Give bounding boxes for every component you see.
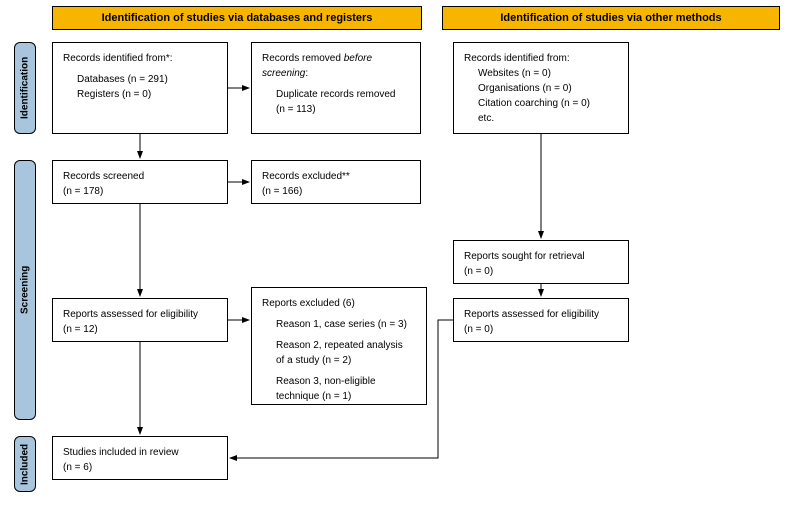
- text-identified-other-line1: Websites (n = 0): [478, 66, 618, 81]
- box-records-excluded: Records excluded** (n = 166): [251, 160, 421, 204]
- text-removed-before-line2: (n = 113): [276, 102, 410, 117]
- sidelabel-screening: Screening: [14, 160, 36, 420]
- text-excluded-line2: (n = 166): [262, 184, 410, 199]
- text-reports-excluded-line3a: Reason 3, non-eligible: [276, 374, 416, 389]
- text-identified-db-line2: Registers (n = 0): [77, 87, 217, 102]
- text-reports-excluded-line3b: technique (n = 1): [276, 389, 416, 404]
- box-records-removed-before: Records removed before screening: Duplic…: [251, 42, 421, 134]
- sidelabel-identification-text: Identification: [20, 57, 31, 119]
- box-reports-sought-other: Reports sought for retrieval (n = 0): [453, 240, 629, 284]
- text-reports-excluded-title: Reports excluded (6): [262, 296, 416, 311]
- sidelabel-included-text: Included: [20, 443, 31, 484]
- header-other-methods: Identification of studies via other meth…: [442, 6, 780, 30]
- text-excluded-line1: Records excluded**: [262, 169, 410, 184]
- text-identified-db-line1: Databases (n = 291): [77, 72, 217, 87]
- text-sought-other-line1: Reports sought for retrieval: [464, 249, 618, 264]
- text-assessed-db-line1: Reports assessed for eligibility: [63, 307, 217, 322]
- text-identified-db-title: Records identified from*:: [63, 51, 217, 66]
- text-included-line1: Studies included in review: [63, 445, 217, 460]
- box-records-identified-other: Records identified from: Websites (n = 0…: [453, 42, 629, 134]
- text-sought-other-line2: (n = 0): [464, 264, 618, 279]
- text-identified-other-line2: Organisations (n = 0): [478, 81, 618, 96]
- text-reports-excluded-line2b: of a study (n = 2): [276, 353, 416, 368]
- text-assessed-other-line1: Reports assessed for eligibility: [464, 307, 618, 322]
- box-reports-assessed-db: Reports assessed for eligibility (n = 12…: [52, 298, 228, 342]
- text-included-line2: (n = 6): [63, 460, 217, 475]
- text-removed-before-t1: Records removed: [262, 53, 344, 64]
- text-removed-before-line1: Duplicate records removed: [276, 87, 410, 102]
- text-identified-other-title: Records identified from:: [464, 51, 618, 66]
- text-removed-before-t2: :: [305, 68, 308, 79]
- text-screened-line1: Records screened: [63, 169, 217, 184]
- text-identified-other-line4: etc.: [478, 111, 618, 126]
- box-records-identified-db: Records identified from*: Databases (n =…: [52, 42, 228, 134]
- box-reports-excluded: Reports excluded (6) Reason 1, case seri…: [251, 287, 427, 405]
- box-records-screened: Records screened (n = 178): [52, 160, 228, 204]
- text-identified-other-line3: Citation coarching (n = 0): [478, 96, 618, 111]
- text-reports-excluded-line2a: Reason 2, repeated analysis: [276, 338, 416, 353]
- sidelabel-included: Included: [14, 436, 36, 492]
- text-assessed-other-line2: (n = 0): [464, 322, 618, 337]
- header-databases-text: Identification of studies via databases …: [102, 12, 373, 24]
- flowchart-canvas: Identification of studies via databases …: [0, 0, 794, 508]
- sidelabel-identification: Identification: [14, 42, 36, 134]
- text-assessed-db-line2: (n = 12): [63, 322, 217, 337]
- box-studies-included: Studies included in review (n = 6): [52, 436, 228, 480]
- text-screened-line2: (n = 178): [63, 184, 217, 199]
- sidelabel-screening-text: Screening: [20, 266, 31, 314]
- text-removed-before-title: Records removed before screening:: [262, 51, 410, 81]
- text-reports-excluded-line1: Reason 1, case series (n = 3): [276, 317, 416, 332]
- header-other-methods-text: Identification of studies via other meth…: [500, 12, 721, 24]
- box-reports-assessed-other: Reports assessed for eligibility (n = 0): [453, 298, 629, 342]
- header-databases: Identification of studies via databases …: [52, 6, 422, 30]
